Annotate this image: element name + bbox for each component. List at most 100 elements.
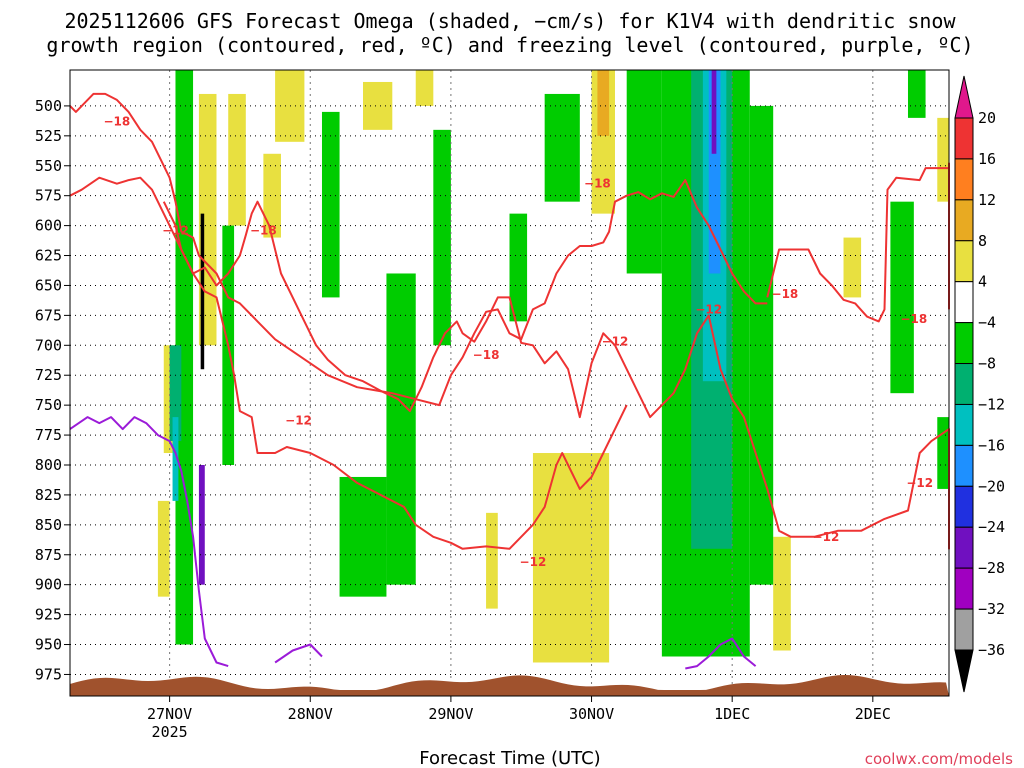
contour-label-8: −12 [695, 302, 722, 316]
y-tick-label-550: 550 [35, 157, 62, 175]
colorbar-swatch-4 [954, 240, 974, 283]
omega-region-20 [386, 273, 416, 585]
omega-region-38 [200, 213, 205, 370]
y-tick-label-650: 650 [35, 276, 62, 294]
colorbar-swatch-11 [954, 526, 974, 569]
y-tick-label-675: 675 [35, 306, 62, 324]
contour-label-12: −12 [906, 476, 933, 490]
y-tick-label-575: 575 [35, 187, 62, 205]
omega-region-19 [339, 476, 387, 597]
contour-line-0 [69, 92, 768, 407]
x-tick-label-24: 28NOV [288, 705, 333, 723]
colorbar-label-9: −20 [978, 477, 1005, 495]
x-axis-title: Forecast Time (UTC) [419, 748, 600, 768]
y-tick-label-850: 850 [35, 516, 62, 534]
omega-region-36 [172, 417, 179, 501]
colorbar-label-8: −16 [978, 436, 1005, 454]
colorbar-swatch-13 [954, 608, 974, 651]
omega-region-2 [228, 93, 246, 226]
omega-region-23 [544, 93, 580, 202]
contour-label-11: −18 [900, 312, 927, 326]
y-tick-label-525: 525 [35, 127, 62, 145]
colorbar-swatch-1 [954, 117, 974, 160]
y-tick-label-775: 775 [35, 426, 62, 444]
colorbar-swatch-7 [954, 363, 974, 405]
contour-line-4 [69, 416, 229, 668]
omega-region-37 [198, 464, 205, 585]
plot-area: −18 −12 −18 −12 −18 −12 −18 −12 −12 −18 −12 −18 −12 [69, 69, 950, 697]
colorbar-swatch-2 [954, 158, 974, 201]
x-tick-label-96: 1DEC [714, 705, 750, 723]
colorbar-label-10: −24 [978, 518, 1005, 536]
contour-label-2: −18 [250, 223, 277, 237]
colorbar-swatch-8 [954, 403, 974, 446]
omega-region-8 [532, 453, 610, 663]
terrain-ground [70, 675, 949, 696]
contour-line-3 [162, 201, 628, 550]
contour-line-2 [69, 176, 950, 550]
colorbar-swatch-12 [954, 567, 974, 610]
omega-region-26 [749, 105, 774, 585]
colorbar-label-13: −36 [978, 641, 1005, 659]
y-tick-label-950: 950 [35, 636, 62, 654]
omega-region-18 [321, 111, 340, 298]
contour-label-0: −18 [103, 114, 130, 128]
y-tick-label-975: 975 [35, 665, 62, 683]
colorbar-label-11: −28 [978, 559, 1005, 577]
colorbar-label-2: 12 [978, 191, 996, 209]
omega-region-6 [415, 70, 434, 106]
omega-region-3 [263, 153, 281, 238]
colorbar-top-arrow [954, 75, 974, 119]
y-tick-label-500: 500 [35, 97, 62, 115]
omega-region-16 [175, 70, 194, 645]
omega-region-4 [275, 70, 305, 142]
plot-frame [69, 69, 950, 697]
omega-region-33 [711, 70, 717, 154]
contour-label-10: −12 [813, 530, 840, 544]
contour-label-5: −12 [520, 555, 547, 569]
y-tick-label-725: 725 [35, 366, 62, 384]
contour-label-6: −18 [584, 177, 611, 191]
contour-label-4: −18 [473, 348, 500, 362]
omega-region-28 [907, 70, 926, 118]
omega-region-10 [597, 70, 610, 136]
contour-label-1: −12 [162, 223, 189, 237]
colorbar-swatch-9 [954, 444, 974, 487]
x-tick-label-120: 2DEC [855, 705, 891, 723]
colorbar-label-6: −8 [978, 355, 996, 373]
colorbar-bottom-arrow [954, 649, 974, 693]
omega-region-5 [363, 81, 393, 130]
colorbar-label-4: 4 [978, 273, 987, 291]
x-tick-label-48: 29NOV [428, 705, 473, 723]
omega-region-0 [157, 500, 170, 597]
y-tick-label-900: 900 [35, 576, 62, 594]
omega-region-24 [626, 70, 662, 274]
contour-line-6 [685, 637, 757, 670]
omega-region-35 [169, 345, 182, 442]
credit-text: coolwx.com/models [865, 750, 1013, 768]
omega-region-13 [937, 117, 949, 202]
colorbar: 20 16 12 8 4 −4 −8 −12 −16 −20 −24 −28 −32 −36 [954, 75, 1005, 693]
colorbar-swatch-5 [954, 281, 974, 324]
colorbar-swatch-3 [954, 199, 974, 242]
colorbar-swatch-10 [954, 485, 974, 528]
omega-region-22 [509, 213, 528, 322]
chart-title-line1: 2025112606 GFS Forecast Omega (shaded, −… [64, 9, 956, 33]
y-tick-label-800: 800 [35, 456, 62, 474]
y-tick-label-825: 825 [35, 486, 62, 504]
colorbar-swatch-6 [954, 322, 974, 365]
omega-region-12 [843, 237, 862, 298]
colorbar-label-5: −4 [978, 314, 996, 332]
colorbar-label-7: −12 [978, 395, 1005, 413]
y-tick-label-925: 925 [35, 606, 62, 624]
colorbar-label-3: 8 [978, 232, 987, 250]
chart-title-line2: growth region (contoured, red, ºC) and f… [46, 33, 973, 57]
contour-label-7: −12 [602, 335, 629, 349]
colorbar-label-12: −32 [978, 600, 1005, 618]
contour-label-9: −18 [772, 287, 799, 301]
contour-line-5 [274, 643, 323, 664]
colorbar-label-1: 16 [978, 150, 996, 168]
x-tick-label-0: 27NOV [147, 705, 192, 723]
